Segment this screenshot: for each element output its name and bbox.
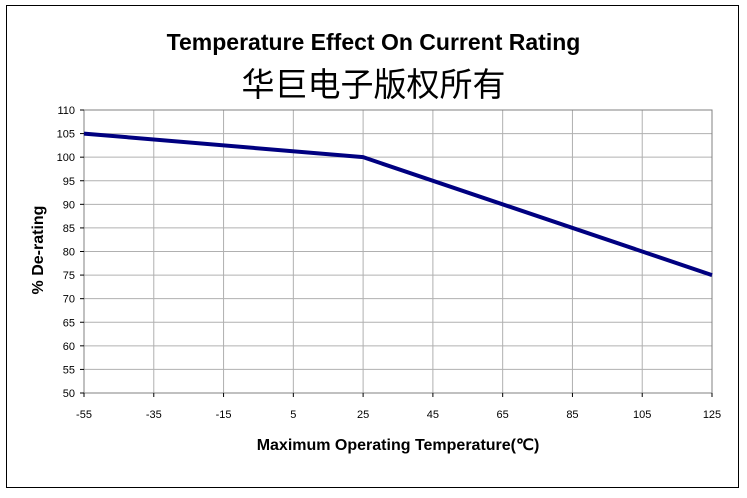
x-tick-label: 105 xyxy=(633,409,651,421)
gridlines xyxy=(84,109,713,394)
y-tick-label: 60 xyxy=(63,341,75,353)
y-tick-label: 100 xyxy=(57,152,75,164)
x-tick-label: -55 xyxy=(76,409,92,421)
x-tick-label: 125 xyxy=(703,409,721,421)
y-tick-label: 80 xyxy=(63,247,75,259)
y-axis-ticks: 50 55 60 65 70 75 80 85 90 95 100 105 110 xyxy=(57,105,84,400)
x-axis-label: Maximum Operating Temperature(℃) xyxy=(257,437,540,454)
chart-frame xyxy=(6,5,739,488)
x-tick-label: 5 xyxy=(290,409,296,421)
y-tick-label: 65 xyxy=(63,317,75,329)
y-tick-label: 50 xyxy=(63,388,75,400)
x-tick-label: 85 xyxy=(566,409,578,421)
y-tick-label: 70 xyxy=(63,294,75,306)
y-tick-label: 75 xyxy=(63,270,75,282)
y-tick-label: 105 xyxy=(57,129,75,141)
y-axis-label: % De-rating xyxy=(30,206,47,295)
y-tick-label: 95 xyxy=(63,176,75,188)
x-tick-label: 25 xyxy=(357,409,369,421)
x-tick-label: -35 xyxy=(146,409,162,421)
x-axis-ticks: -55 -35 -15 5 25 45 65 85 105 125 xyxy=(76,393,721,421)
series-layer xyxy=(83,131,713,277)
y-tick-label: 85 xyxy=(63,223,75,235)
y-tick-label: 55 xyxy=(63,364,75,376)
y-tick-label: 110 xyxy=(57,105,75,117)
x-tick-label: 65 xyxy=(497,409,509,421)
y-tick-label: 90 xyxy=(63,199,75,211)
x-tick-label: 45 xyxy=(427,409,439,421)
x-tick-label: -15 xyxy=(216,409,232,421)
chart-subtitle: 华巨电子版权所有 xyxy=(241,65,506,104)
derating-line xyxy=(83,131,713,277)
chart-title: Temperature Effect On Current Rating xyxy=(166,29,581,55)
